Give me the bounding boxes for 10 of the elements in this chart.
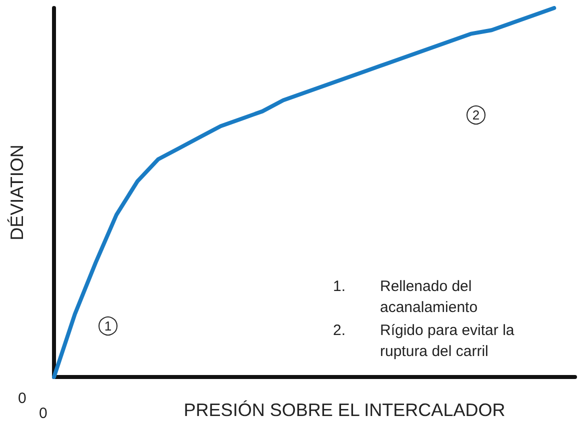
annotation: 1. <box>333 278 346 295</box>
x-axis-title: PRESIÓN SOBRE EL INTERCALADOR <box>184 400 506 420</box>
text: 0 <box>18 390 26 407</box>
annotation: Rígido para evitar la ruptura del carril <box>380 322 518 360</box>
annotation: Rellenado del acanalamiento <box>380 278 478 316</box>
annotation: 1 <box>104 318 112 334</box>
text: 0 <box>39 405 48 422</box>
y-axis-title: DÉVIATION <box>7 144 27 240</box>
annotation: 2 <box>472 108 480 122</box>
annotation: 2. <box>333 322 346 339</box>
